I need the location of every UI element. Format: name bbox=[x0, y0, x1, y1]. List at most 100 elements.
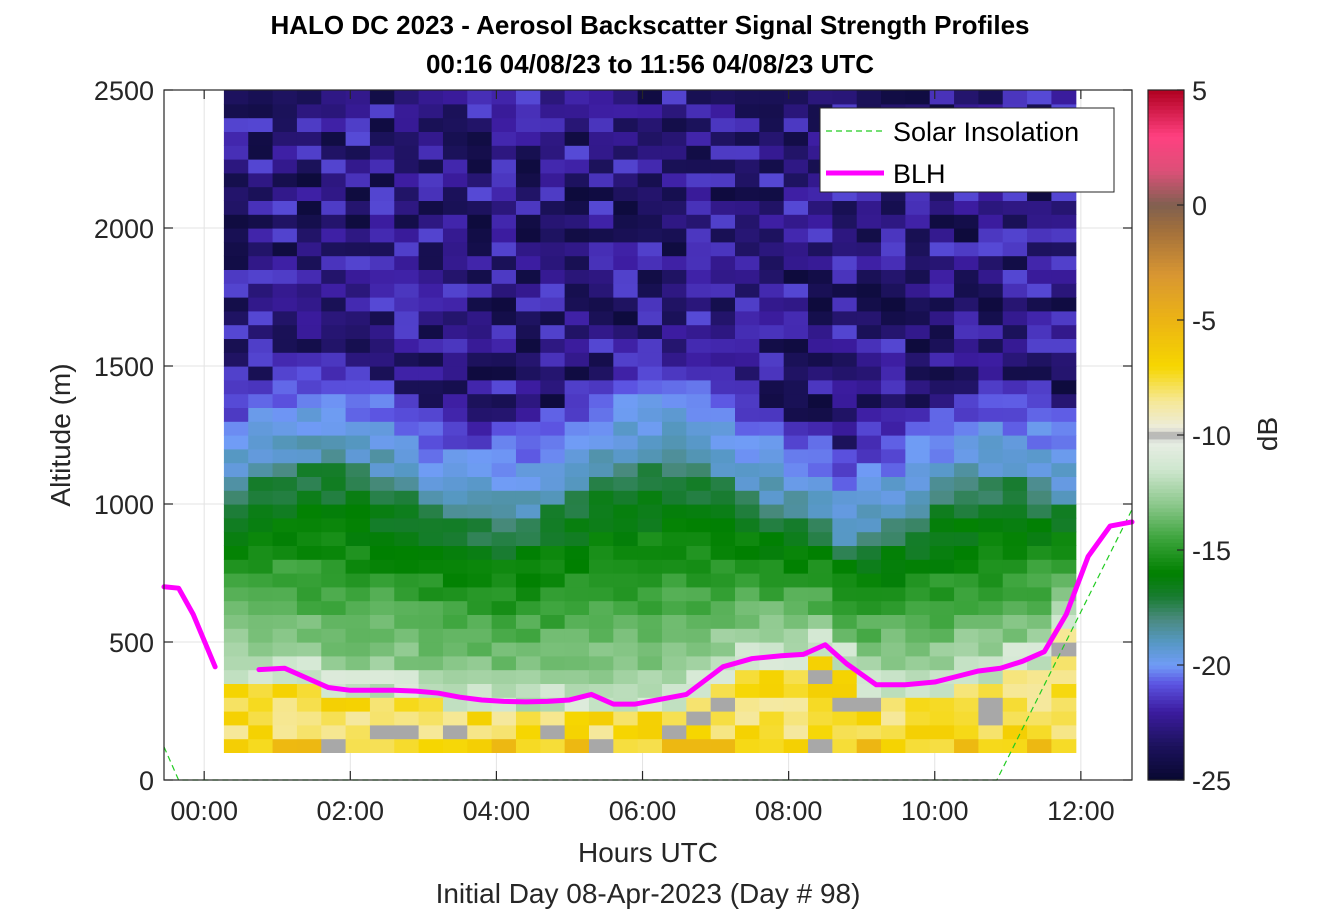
colorbar-segment bbox=[1148, 258, 1184, 264]
heatmap-cell bbox=[735, 697, 760, 712]
heatmap-cell bbox=[442, 655, 468, 671]
heatmap-cell bbox=[272, 642, 298, 657]
heatmap-cell bbox=[272, 724, 298, 740]
heatmap-cell bbox=[223, 517, 249, 533]
heatmap-cell bbox=[223, 145, 249, 160]
x-tick-label: 04:00 bbox=[463, 796, 531, 826]
heatmap-cell bbox=[515, 117, 541, 132]
colorbar-segment bbox=[1148, 159, 1184, 164]
heatmap-cell bbox=[394, 172, 420, 188]
heatmap-cell bbox=[856, 517, 882, 533]
colorbar-segment bbox=[1148, 718, 1184, 724]
heatmap-cell bbox=[467, 435, 493, 450]
heatmap-cell bbox=[296, 379, 322, 395]
heatmap-cell bbox=[223, 255, 249, 270]
colorbar-segment bbox=[1148, 335, 1184, 340]
heatmap-cell bbox=[467, 504, 493, 519]
heatmap-cell bbox=[418, 586, 444, 602]
heatmap-cell bbox=[613, 393, 639, 408]
heatmap-cell bbox=[296, 504, 322, 519]
heatmap-cell bbox=[223, 655, 249, 671]
heatmap-cell bbox=[1051, 366, 1077, 381]
heatmap-cell bbox=[272, 200, 298, 215]
heatmap-cell bbox=[661, 476, 687, 491]
heatmap-cell bbox=[272, 517, 298, 533]
heatmap-cell bbox=[929, 683, 955, 698]
heatmap-cell bbox=[394, 586, 420, 602]
colorbar-segment bbox=[1148, 672, 1184, 678]
heatmap-cell bbox=[637, 352, 663, 367]
colorbar-segment bbox=[1148, 327, 1184, 333]
heatmap-cell bbox=[296, 310, 322, 326]
heatmap-cell bbox=[710, 448, 736, 464]
heatmap-cell bbox=[905, 90, 931, 105]
heatmap-cell bbox=[369, 711, 395, 726]
heatmap-cell bbox=[564, 724, 590, 740]
colorbar-segment bbox=[1148, 661, 1184, 666]
heatmap-cell bbox=[808, 90, 833, 105]
heatmap-cell bbox=[272, 435, 298, 450]
heatmap-cell bbox=[515, 586, 541, 602]
heatmap-cell bbox=[954, 297, 979, 312]
heatmap-cell bbox=[637, 103, 663, 119]
heatmap-cell bbox=[929, 462, 955, 477]
heatmap-cell bbox=[442, 324, 468, 339]
heatmap-cell bbox=[686, 186, 712, 201]
heatmap-cell bbox=[296, 393, 322, 408]
heatmap-cell bbox=[515, 214, 541, 229]
heatmap-cell bbox=[1051, 711, 1077, 726]
colorbar-tick-label: -15 bbox=[1192, 536, 1231, 566]
legend: Solar Insolation BLH bbox=[819, 107, 1115, 193]
heatmap-cell bbox=[491, 200, 517, 215]
heatmap-cell bbox=[710, 159, 736, 174]
heatmap-cell bbox=[369, 103, 395, 119]
heatmap-cell bbox=[759, 131, 785, 146]
heatmap-cell bbox=[735, 269, 760, 284]
heatmap-cell bbox=[735, 393, 760, 408]
colorbar-segment bbox=[1148, 90, 1184, 95]
heatmap-cell bbox=[564, 531, 590, 546]
heatmap-cell bbox=[783, 738, 809, 753]
heatmap-cell bbox=[321, 545, 347, 560]
heatmap-cell bbox=[442, 214, 468, 229]
heatmap-cell bbox=[613, 338, 639, 353]
heatmap-cell bbox=[929, 490, 955, 505]
heatmap-cell bbox=[564, 172, 590, 188]
heatmap-cell bbox=[442, 490, 468, 505]
colorbar-segment bbox=[1148, 622, 1184, 628]
heatmap-cell bbox=[978, 393, 1004, 408]
heatmap-cell bbox=[515, 228, 541, 243]
colorbar: -25-20-15-10-505 bbox=[1147, 76, 1231, 796]
colorbar-segment bbox=[1148, 722, 1184, 727]
heatmap-cell bbox=[759, 600, 785, 615]
heatmap-cell bbox=[418, 711, 444, 726]
heatmap-cell bbox=[540, 448, 566, 464]
colorbar-segment bbox=[1148, 97, 1184, 103]
colorbar-segment bbox=[1148, 596, 1184, 601]
heatmap-cell bbox=[929, 283, 955, 298]
heatmap-cell bbox=[442, 642, 468, 657]
heatmap-cell bbox=[856, 310, 882, 326]
heatmap-cell bbox=[929, 642, 955, 657]
heatmap-cell bbox=[808, 241, 833, 257]
heatmap-cell bbox=[1027, 338, 1053, 353]
heatmap-cell bbox=[783, 310, 809, 326]
heatmap-cell bbox=[735, 683, 760, 698]
heatmap-cell bbox=[1027, 366, 1053, 381]
heatmap-cell bbox=[418, 159, 444, 174]
heatmap-cell bbox=[515, 407, 541, 422]
heatmap-cell bbox=[1002, 711, 1028, 726]
heatmap-cell bbox=[442, 407, 468, 422]
heatmap-cell bbox=[540, 559, 566, 574]
heatmap-cell bbox=[637, 421, 663, 436]
heatmap-cell bbox=[394, 214, 420, 229]
heatmap-cell bbox=[442, 297, 468, 312]
heatmap-cell bbox=[248, 324, 274, 339]
heatmap-cell bbox=[1002, 683, 1028, 698]
heatmap-cell bbox=[759, 435, 785, 450]
heatmap-cell bbox=[515, 366, 541, 381]
heatmap-cell bbox=[929, 711, 955, 726]
heatmap-cell bbox=[735, 159, 760, 174]
colorbar-segment bbox=[1148, 688, 1184, 693]
y-tick-label: 500 bbox=[109, 628, 154, 658]
